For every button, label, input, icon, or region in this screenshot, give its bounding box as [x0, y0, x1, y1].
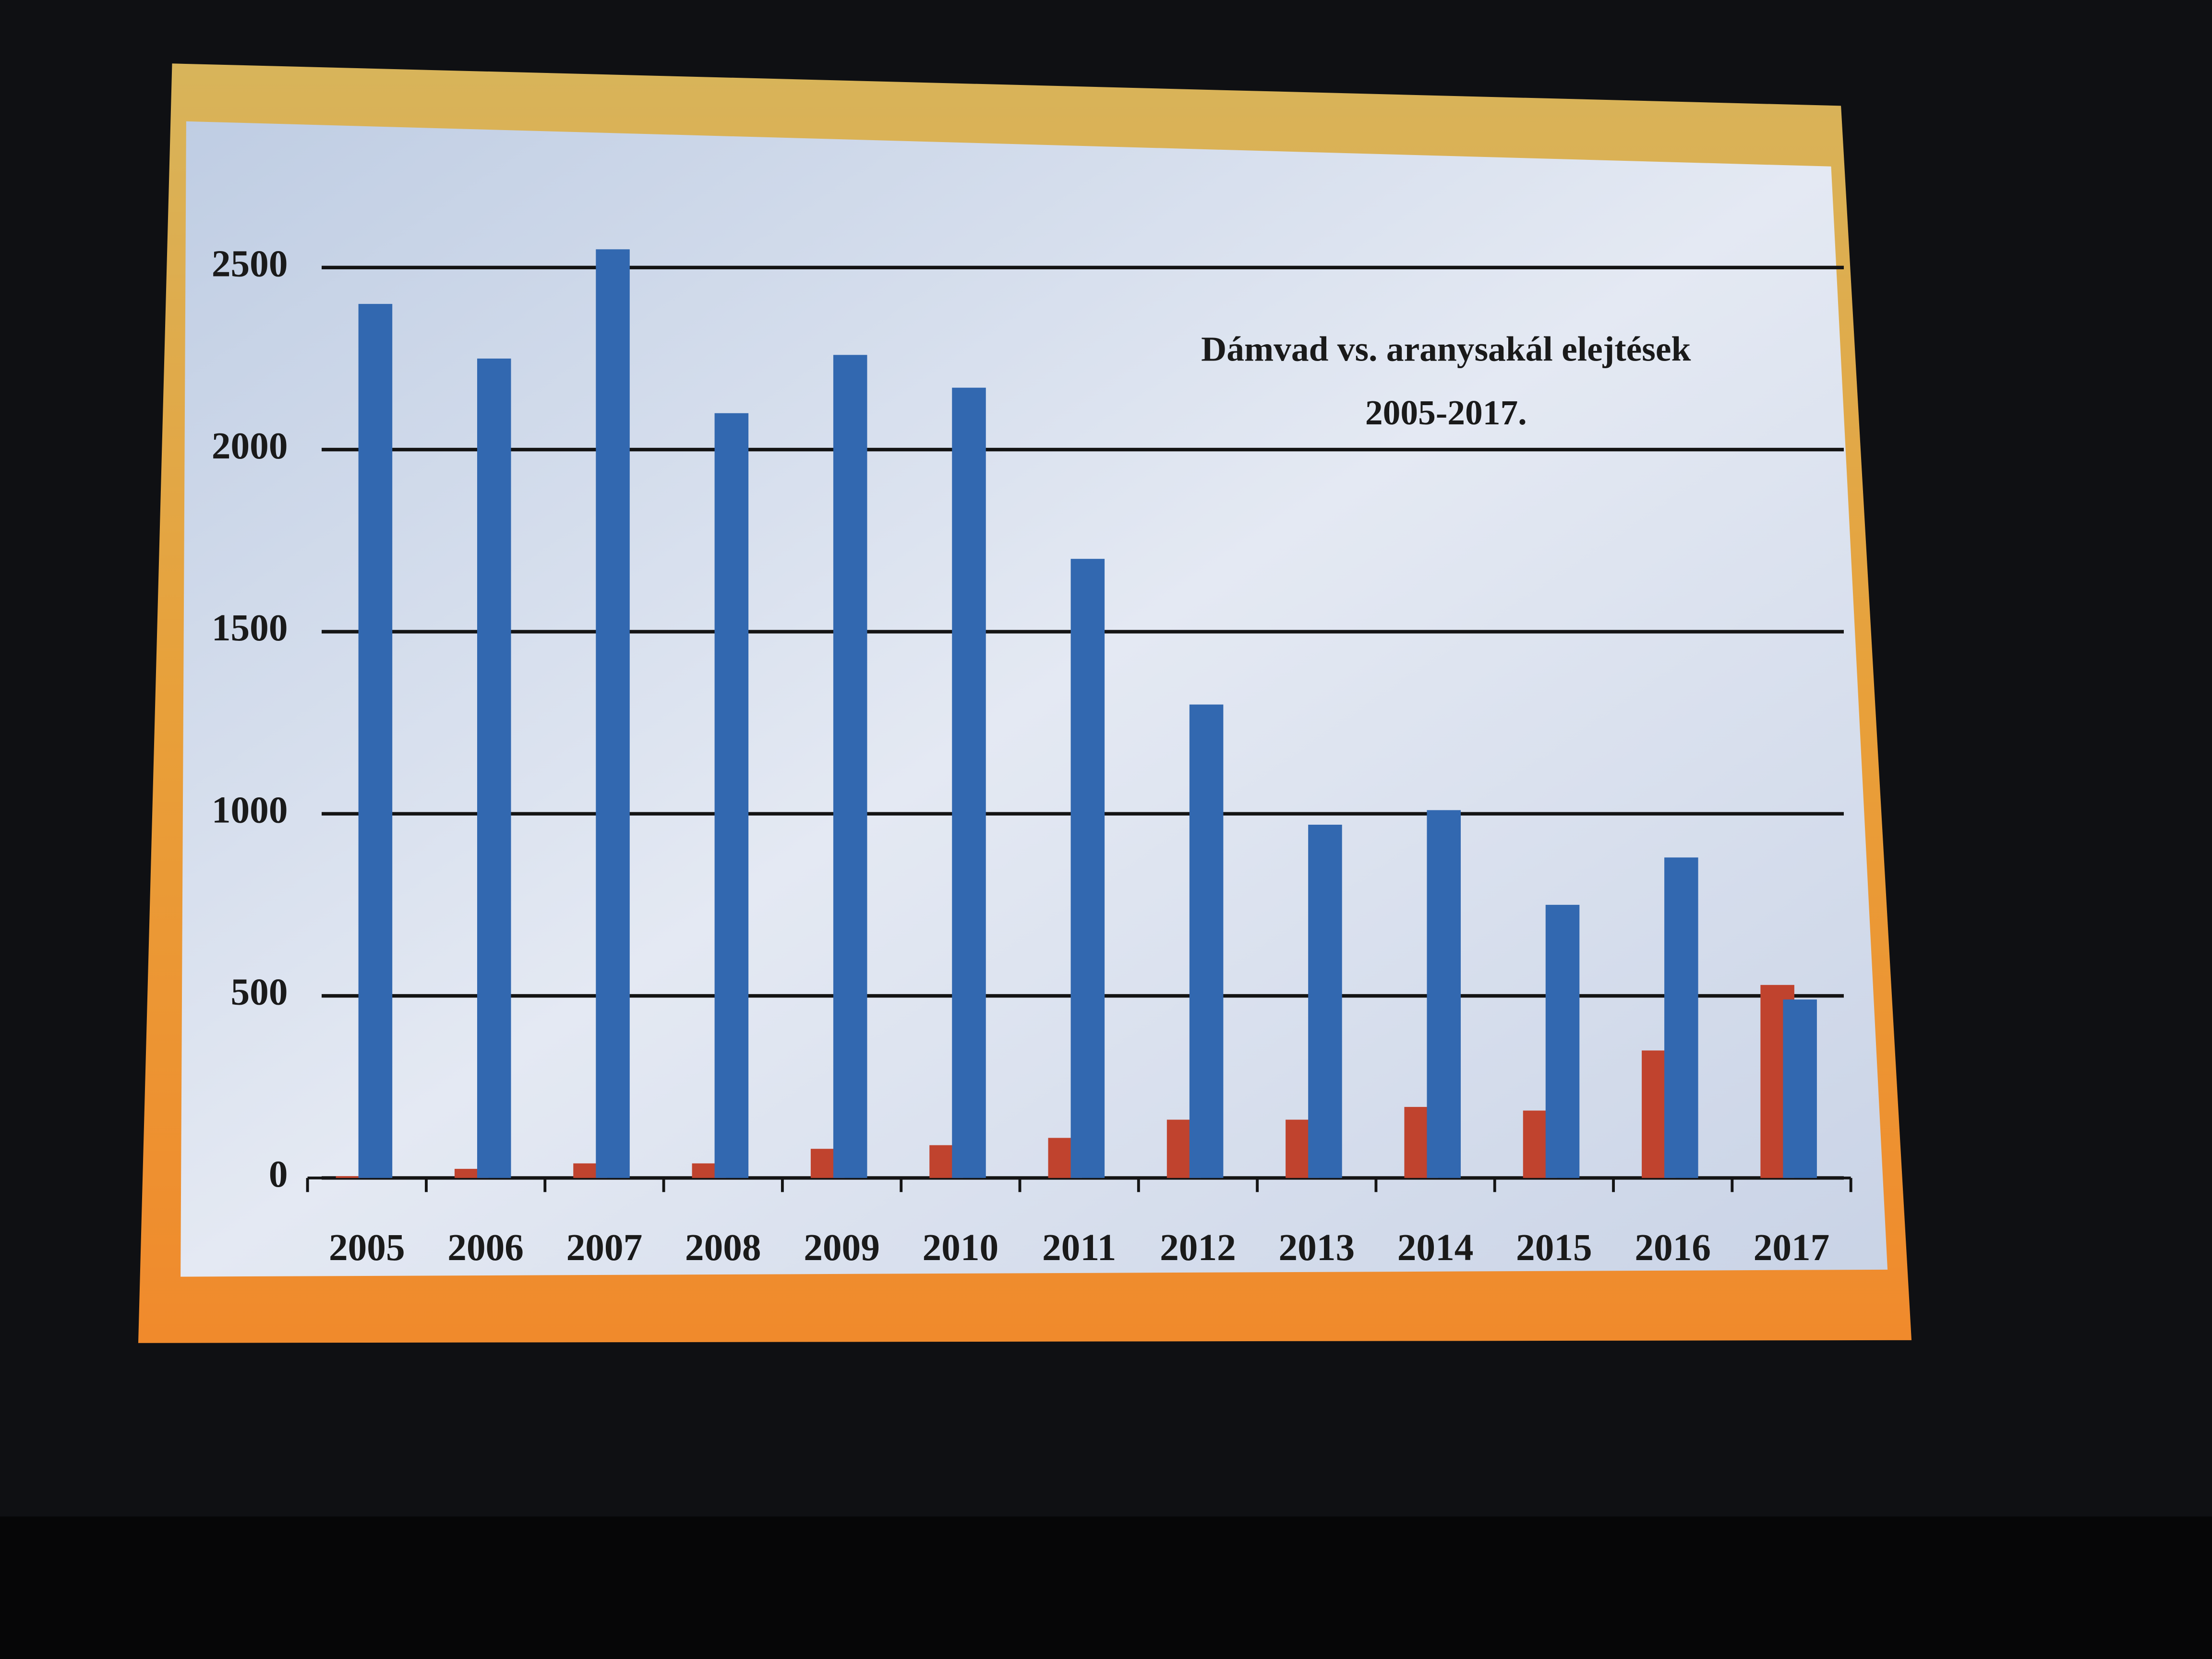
bar [714, 413, 749, 1178]
x-tick-label: 2009 [804, 1226, 880, 1269]
x-tick-label: 2010 [923, 1226, 999, 1269]
x-tick-label: 2016 [1635, 1226, 1711, 1269]
floor [0, 1516, 2212, 1659]
bar [1664, 857, 1698, 1178]
x-tick-label: 2005 [329, 1226, 405, 1269]
x-tick-label: 2017 [1754, 1226, 1830, 1269]
slide-panel [180, 121, 1888, 1277]
bar [477, 358, 511, 1178]
y-tick-label: 500 [231, 971, 288, 1013]
bar [1783, 999, 1817, 1178]
y-tick-label: 2000 [212, 425, 288, 467]
chart-subtitle: 2005-2017. [1365, 393, 1527, 432]
bar [1308, 824, 1342, 1178]
x-tick-label: 2008 [685, 1226, 761, 1269]
bar [1189, 704, 1224, 1178]
bar [336, 1176, 370, 1178]
bar [1070, 559, 1105, 1178]
chart-title: Dámvad vs. aranysakál elejtések [1201, 330, 1691, 369]
y-tick-label: 2500 [212, 242, 288, 285]
x-tick-label: 2015 [1516, 1226, 1592, 1269]
bar [952, 387, 986, 1178]
bar [1427, 810, 1461, 1178]
bar [1545, 904, 1580, 1178]
x-tick-label: 2007 [566, 1226, 643, 1269]
x-tick-label: 2011 [1042, 1226, 1116, 1269]
x-tick-label: 2013 [1278, 1226, 1355, 1269]
x-tick-label: 2006 [447, 1226, 524, 1269]
bar [833, 355, 867, 1178]
x-tick-label: 2012 [1160, 1226, 1236, 1269]
y-tick-label: 0 [269, 1153, 288, 1195]
bar [358, 304, 393, 1178]
y-tick-label: 1000 [212, 789, 288, 831]
bar [596, 249, 630, 1178]
y-tick-label: 1500 [212, 607, 288, 649]
x-tick-label: 2014 [1397, 1226, 1474, 1269]
